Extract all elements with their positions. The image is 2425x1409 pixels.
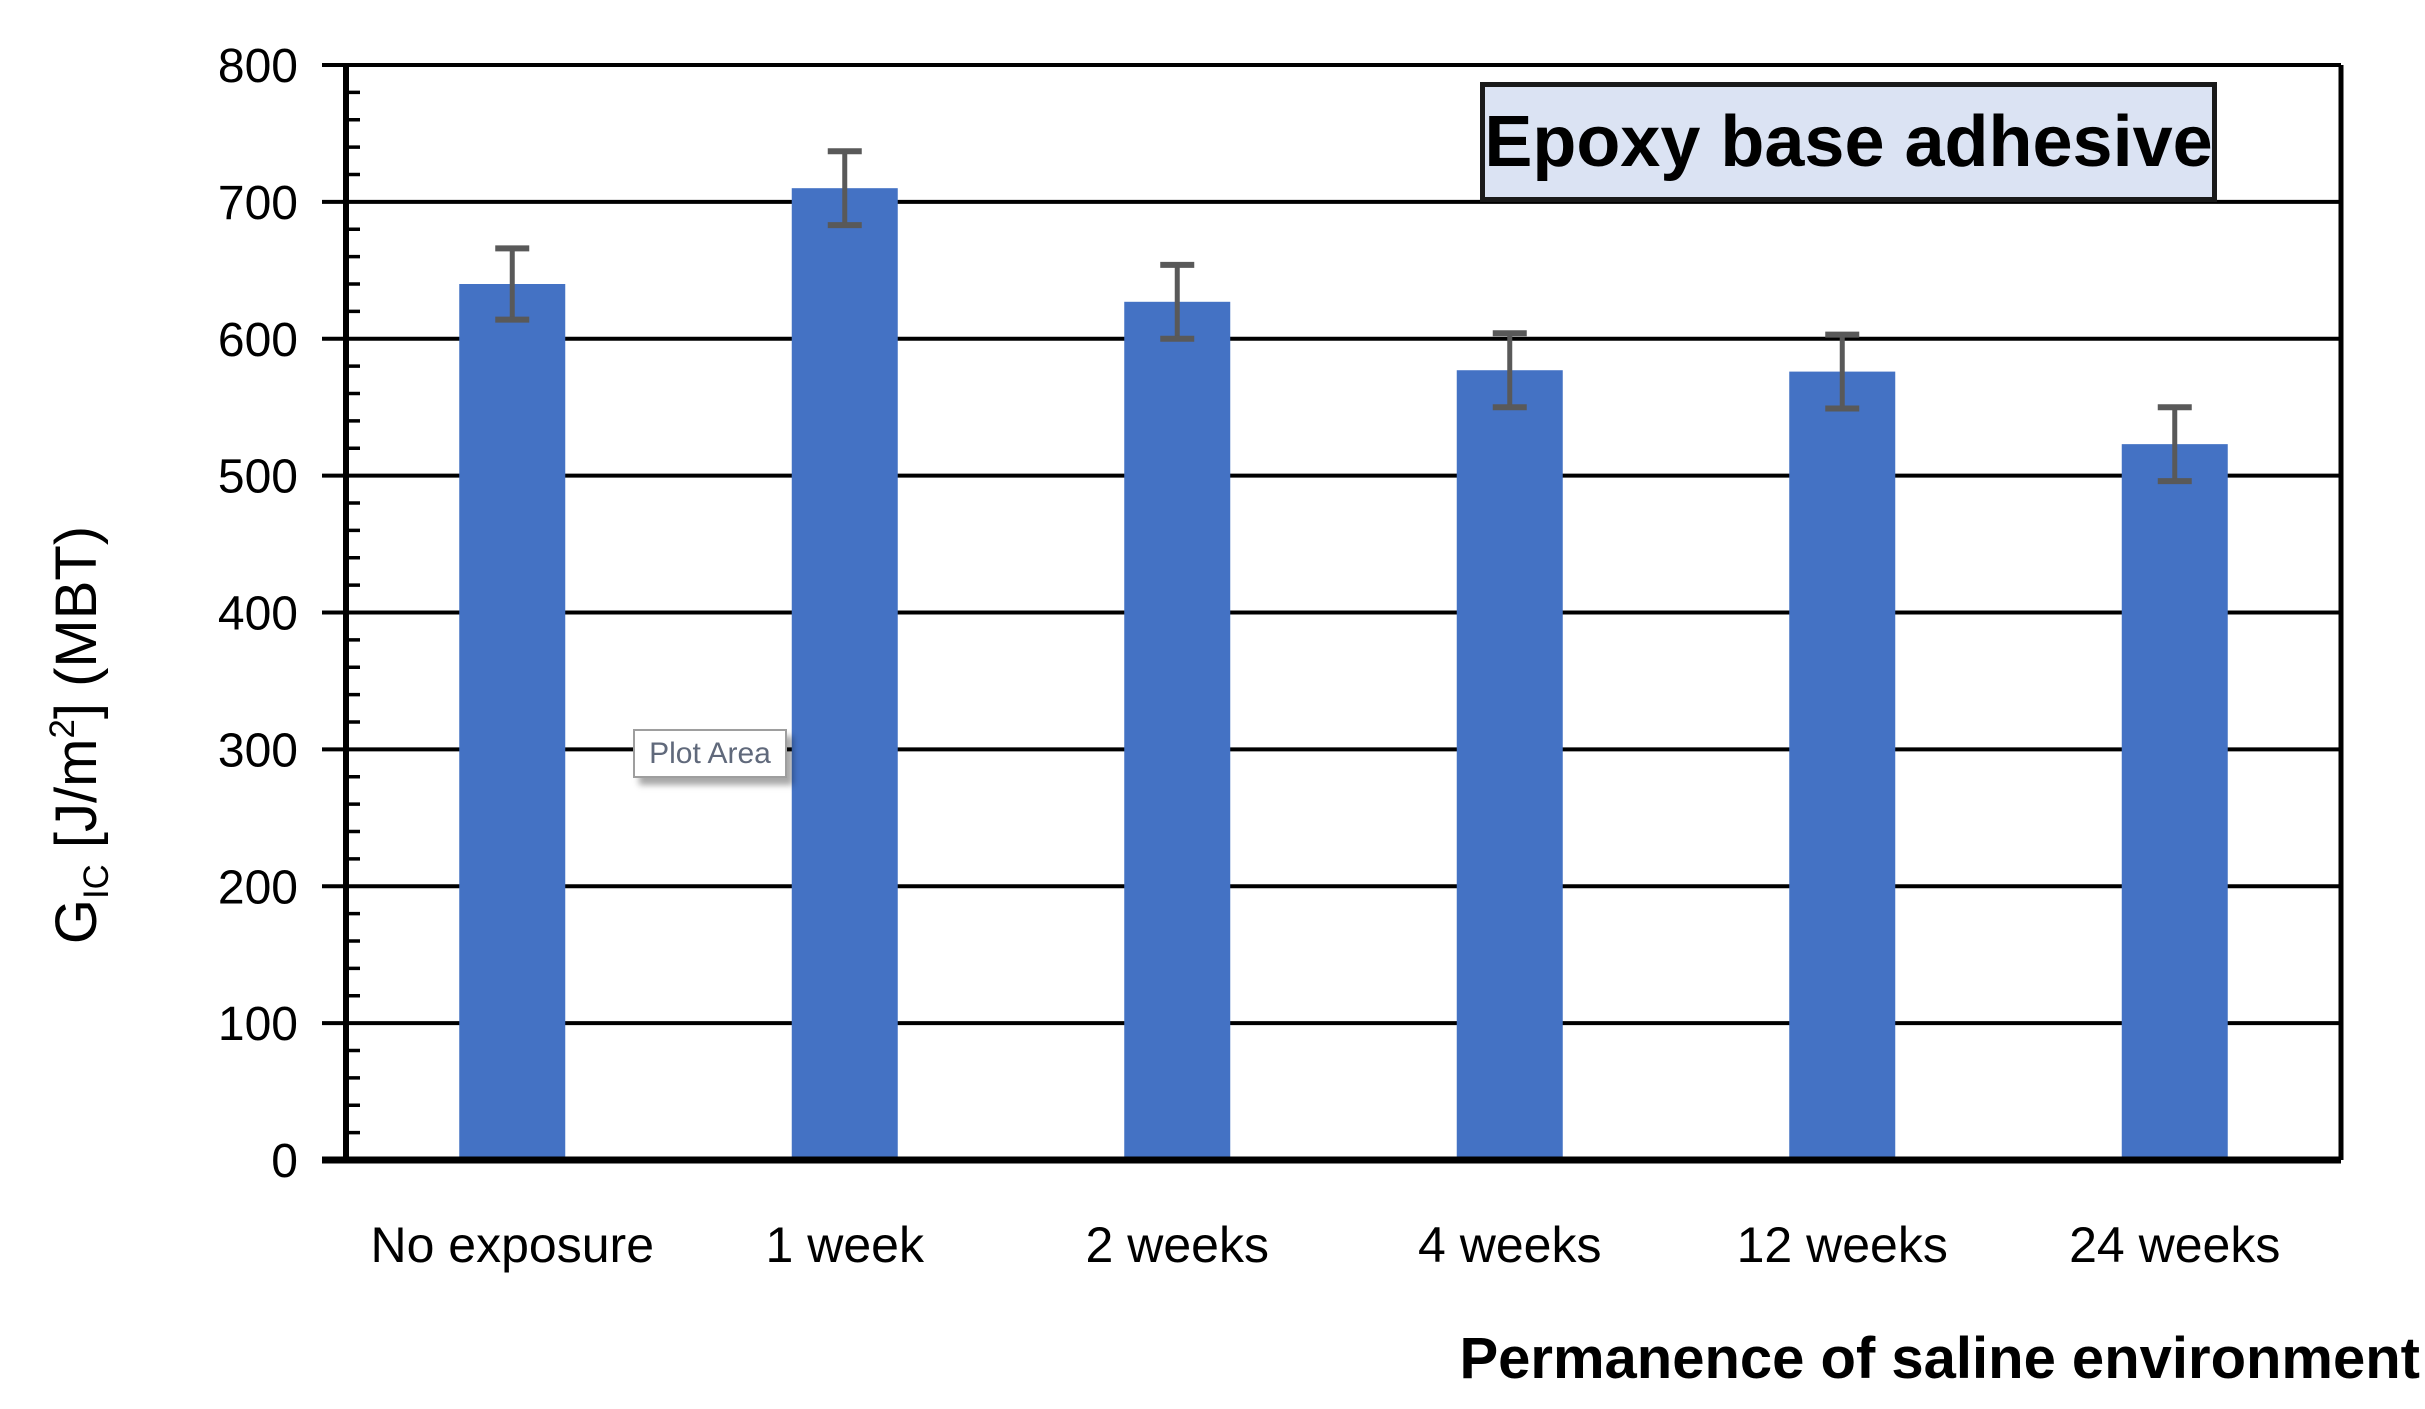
bar-4-weeks[interactable]	[1456, 370, 1563, 1160]
bar-no-exposure[interactable]	[459, 284, 566, 1160]
bar-2-weeks[interactable]	[1124, 301, 1231, 1160]
x-tick-label-2-weeks: 2 weeks	[1086, 1217, 1269, 1273]
y-axis-title[interactable]: GIC [J/m2] (MBT)	[43, 525, 116, 945]
plot-area-tooltip-text: Plot Area	[649, 736, 771, 770]
x-tick-label-24-weeks: 24 weeks	[2069, 1217, 2280, 1273]
y-tick-label-300: 300	[218, 724, 298, 777]
x-tick-label-12-weeks: 12 weeks	[1737, 1217, 1948, 1273]
x-axis-title[interactable]: Permanence of saline environment	[1459, 1326, 2420, 1391]
y-tick-label-600: 600	[218, 314, 298, 367]
x-tick-label-no-exposure: No exposure	[371, 1217, 655, 1273]
error-bar-2-weeks	[1160, 261, 1195, 342]
error-bar-1-week	[827, 148, 862, 229]
bar-1-week[interactable]	[791, 188, 898, 1160]
x-tick-label-1-week: 1 week	[766, 1217, 925, 1273]
chart-title-box[interactable]: Epoxy base adhesive	[1480, 82, 2217, 202]
error-bar-4-weeks	[1492, 330, 1527, 411]
y-tick-label-400: 400	[218, 588, 298, 641]
x-tick-label-4-weeks: 4 weeks	[1418, 1217, 1601, 1273]
y-tick-label-800: 800	[218, 40, 298, 93]
y-tick-label-0: 0	[271, 1135, 298, 1188]
error-bar-12-weeks	[1825, 331, 1860, 412]
y-tick-label-500: 500	[218, 451, 298, 504]
y-tick-label-200: 200	[218, 861, 298, 914]
bar-12-weeks[interactable]	[1789, 371, 1896, 1161]
error-bar-24-weeks	[2157, 404, 2192, 485]
plot-area-tooltip: Plot Area	[633, 729, 787, 778]
y-tick-label-700: 700	[218, 177, 298, 230]
bar-24-weeks[interactable]	[2121, 444, 2228, 1160]
y-tick-label-100: 100	[218, 998, 298, 1051]
chart-title-text: Epoxy base adhesive	[1484, 102, 2213, 182]
error-bar-no-exposure	[495, 245, 530, 323]
